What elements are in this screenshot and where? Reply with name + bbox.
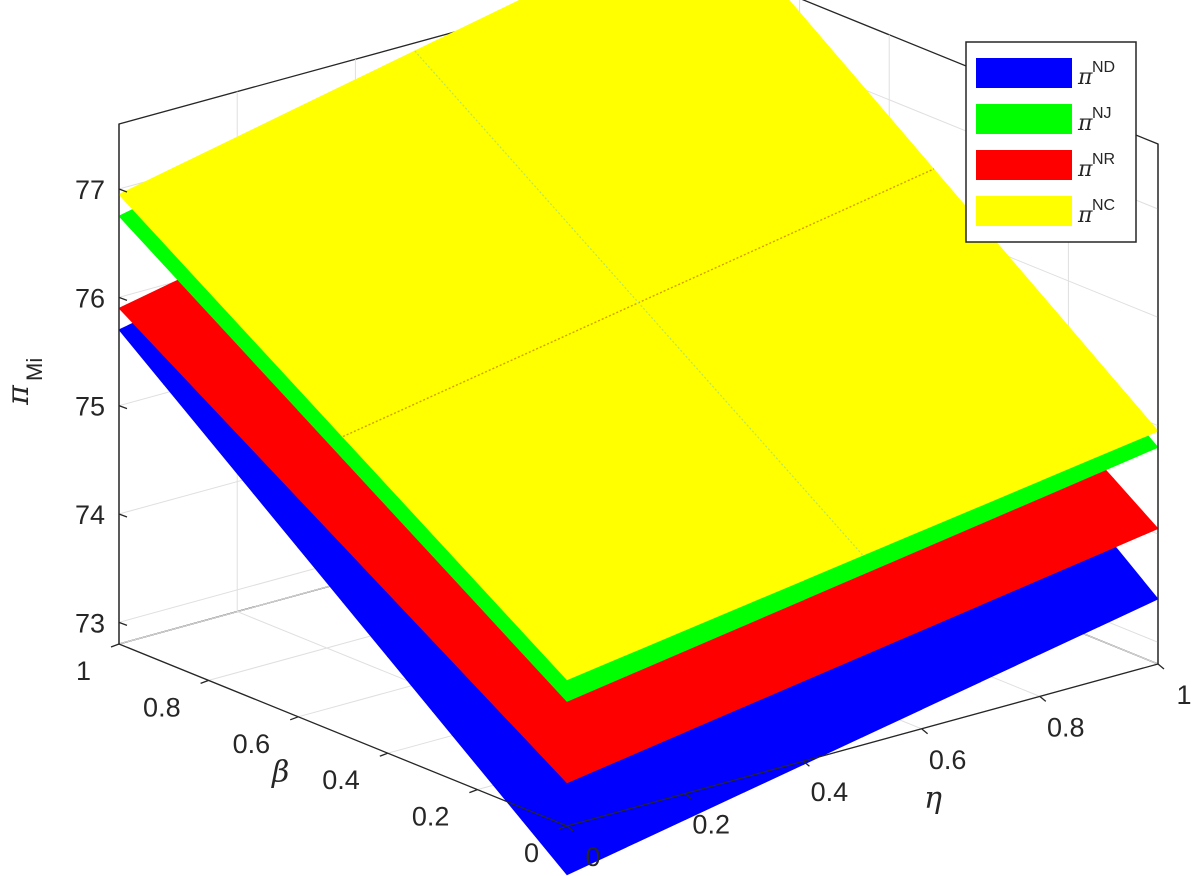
x-tick-label: 0.6: [929, 745, 967, 775]
x-tick-label: 0: [585, 842, 600, 872]
x-tick-label: 0.4: [811, 777, 849, 807]
z-axis-label: π Mi: [1, 358, 47, 406]
legend-symbol: π: [1077, 65, 1093, 90]
z-tick-mark: [118, 296, 128, 301]
legend-swatch: [976, 196, 1072, 226]
legend-entry-nd: π ND: [976, 58, 1115, 90]
legend-symbol: π: [1077, 203, 1093, 228]
surface-seam-line: [414, 50, 863, 556]
x-tick-label: 1: [1176, 680, 1191, 710]
legend-superscript: NR: [1092, 151, 1115, 168]
legend-superscript: NJ: [1092, 105, 1112, 122]
z-tick-label: 74: [75, 500, 105, 530]
x-tick-mark: [1157, 663, 1165, 670]
legend: π NDπ NJπ NRπ NC: [965, 41, 1137, 243]
surface-patch: [1053, 378, 1159, 457]
z-axis-label-subscript: Mi: [22, 358, 47, 381]
y-tick-mark: [110, 643, 120, 648]
axis-box-edge: [118, 643, 568, 827]
x-tick-label: 0.2: [692, 810, 730, 840]
legend-symbol: π: [1077, 157, 1093, 182]
x-tick-mark: [684, 793, 692, 800]
y-tick-label: 0: [524, 838, 539, 868]
y-tick-label: 0.2: [412, 802, 450, 832]
legend-superscript: ND: [1092, 59, 1115, 76]
y-tick-label: 1: [76, 656, 91, 686]
y-tick-mark: [379, 752, 389, 757]
axes-front-box: [118, 124, 1159, 827]
legend-swatch: [976, 58, 1072, 88]
y-tick-mark: [289, 716, 299, 721]
surface-patch: [1053, 477, 1159, 555]
z-tick-label: 73: [75, 608, 105, 638]
z-tick-mark: [118, 621, 128, 626]
x-axis-label: η: [924, 781, 942, 816]
y-tick-mark: [558, 825, 568, 830]
axis-ticks: 0 0.2 0.4 0.6 0.8 1 0 0.2 0.4 0.6 0.8 1 73 74 75 76 77: [75, 175, 1192, 872]
z-tick-mark: [118, 405, 128, 410]
legend-entry-nr: π NR: [976, 150, 1115, 182]
legend-symbol: π: [1077, 111, 1093, 136]
z-tick-label: 77: [75, 175, 105, 205]
z-axis-label-symbol: π: [1, 384, 36, 406]
legend-superscript: NC: [1092, 197, 1115, 214]
y-tick-mark: [200, 679, 209, 685]
y-tick-label: 0.4: [322, 765, 360, 795]
y-axis-label: β: [271, 755, 289, 790]
legend-entry-nj: π NJ: [976, 104, 1112, 136]
axis-box-edge: [566, 663, 1159, 827]
y-tick-label: 0.8: [143, 692, 181, 722]
x-tick-mark: [566, 825, 574, 832]
surface-patch: [621, 0, 673, 18]
legend-swatch: [976, 150, 1072, 180]
z-tick-mark: [118, 513, 128, 518]
z-tick-label: 76: [75, 283, 105, 313]
z-tick-label: 75: [75, 392, 105, 422]
z-tick-mark: [118, 188, 128, 193]
x-tick-mark: [921, 728, 929, 735]
x-tick-mark: [1039, 695, 1047, 702]
x-tick-mark: [802, 760, 810, 767]
y-tick-label: 0.6: [233, 729, 271, 759]
y-tick-mark: [469, 788, 478, 794]
legend-swatch: [976, 104, 1072, 134]
x-tick-label: 0.8: [1047, 712, 1085, 742]
surfaces: [118, 0, 1159, 876]
surface-nc: [118, 0, 1159, 681]
legend-entry-nc: π NC: [976, 196, 1115, 228]
